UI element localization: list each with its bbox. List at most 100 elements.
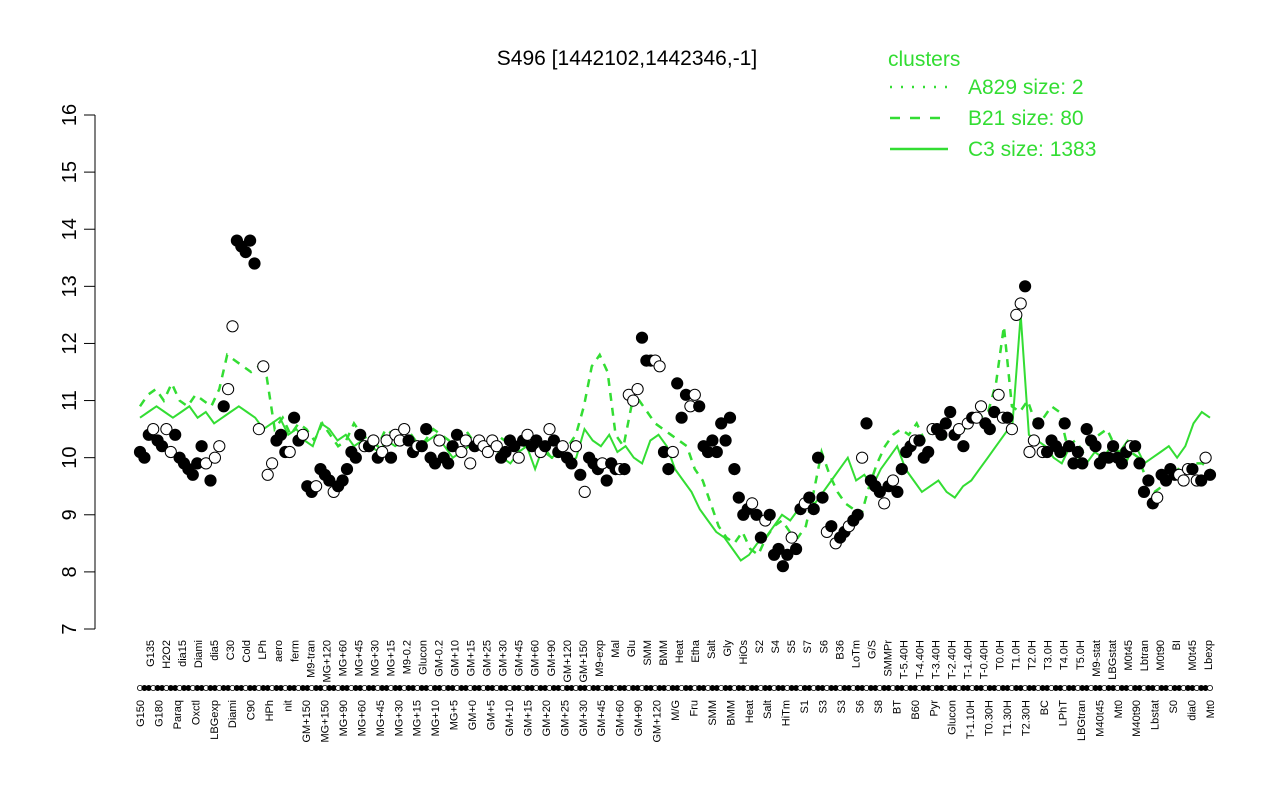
x-tick-label-lower: BT: [891, 700, 903, 714]
data-point: [274, 428, 287, 441]
data-point: [340, 463, 354, 476]
data-point: [746, 497, 759, 510]
data-point: [878, 497, 891, 510]
x-tick-label-lower: Mt0: [1113, 700, 1125, 718]
x-tick-label-upper: aero: [273, 640, 285, 662]
x-tick-label-lower: M40t90: [1131, 700, 1143, 737]
x-tick-label-lower: SMM: [707, 700, 719, 726]
data-point: [195, 440, 208, 453]
x-tick-label-upper: LPh: [257, 640, 269, 660]
data-point: [719, 434, 732, 447]
data-point: [1023, 445, 1036, 459]
x-tick-label-lower: MG+30: [393, 700, 405, 736]
x-tick-label-lower: Diami: [227, 700, 239, 728]
x-tick-label-lower: Heat: [744, 700, 756, 723]
data-point: [873, 485, 886, 498]
data-point: [508, 440, 521, 453]
x-tick-label-upper: T2.0H: [1027, 640, 1039, 670]
x-tick-label-lower: BMM: [725, 700, 737, 726]
y-tick-label: 9: [59, 509, 81, 520]
x-tick-label-lower: Salt: [762, 700, 774, 719]
x-axis: G135 H2O2 dia15 Diami dia5 C30 Cold LPh aero ferm…: [135, 639, 1217, 742]
x-tick-label-upper: Heat: [674, 640, 686, 663]
x-tick-label-upper: dia15: [177, 640, 189, 667]
x-tick-label-upper: T0.0H: [995, 640, 1007, 670]
x-tick-label-upper: Lbexp: [1203, 640, 1215, 670]
x-tick-label-upper: LBGstat: [1107, 640, 1119, 680]
data-point: [983, 423, 996, 436]
x-tick-label-lower: dia0: [1187, 700, 1199, 721]
data-point: [226, 320, 239, 333]
x-tick-label-upper: GM-0.2: [434, 640, 446, 677]
data-point: [913, 434, 926, 447]
x-tick-label-upper: B36: [834, 640, 846, 660]
data-point: [499, 445, 512, 459]
x-tick-label-upper: GM+25: [482, 640, 494, 676]
data-point: [1195, 474, 1208, 487]
data-point: [547, 434, 561, 447]
data-point: [446, 440, 459, 453]
x-tick-label-lower: GM+15: [522, 700, 534, 736]
data-point: [922, 445, 935, 459]
data-point: [1107, 440, 1120, 453]
x-tick-label-upper: dia5: [209, 640, 221, 661]
data-point: [428, 457, 442, 470]
x-tick-label-lower: S6: [854, 700, 866, 713]
x-tick-label-upper: S6: [818, 640, 830, 653]
data-point: [856, 451, 869, 464]
x-tick-label-upper: M9-tran: [305, 640, 317, 678]
data-point: [323, 474, 336, 487]
x-tick-label-upper: M0t45: [1123, 640, 1135, 671]
data-point: [1001, 411, 1014, 424]
x-tick-label-upper: HiOs: [738, 640, 750, 665]
data-point: [213, 440, 226, 453]
data-point: [433, 434, 446, 447]
x-tick-label-upper: BI: [1171, 640, 1183, 650]
x-tick-label-upper: Glu: [626, 640, 638, 657]
x-tick-label-lower: T1.30H: [1002, 700, 1014, 736]
legend-title: clusters: [888, 48, 960, 71]
x-tick-label-lower: M/G: [670, 700, 682, 721]
x-tick-label-upper: S7: [802, 640, 814, 653]
data-point: [776, 560, 790, 573]
x-tick-label-upper: MG+30: [369, 640, 381, 676]
data-point: [600, 474, 613, 487]
data-point: [706, 434, 719, 447]
chart-title: S496 [1442102,1442346,-1]: [497, 47, 757, 70]
data-point: [1137, 485, 1151, 498]
data-point: [459, 434, 472, 447]
legend: clusters A829 size: 2 B21 size: 80 C3 size…: [888, 48, 1096, 161]
data-point: [627, 394, 640, 407]
x-tick-label-lower: GM+10: [504, 700, 516, 736]
x-tick-label-upper: Etha: [690, 639, 702, 663]
data-point: [1005, 423, 1019, 436]
x-tick-label-upper: Diami: [193, 640, 205, 668]
x-tick-label-lower: GM+0: [467, 700, 479, 730]
data-point: [380, 434, 393, 447]
x-tick-label-lower: S1: [799, 700, 811, 713]
data-point: [442, 457, 455, 470]
x-tick-label-lower: LPhT: [1057, 700, 1069, 727]
data-point: [354, 428, 367, 441]
data-point: [512, 451, 525, 464]
data-point: [1058, 417, 1071, 430]
data-point: [939, 417, 952, 430]
data-point: [164, 445, 177, 459]
data-point: [204, 474, 217, 487]
x-tick-label-lower: Pyr: [928, 700, 940, 717]
x-tick-label-upper: Lbtran: [1139, 640, 1151, 671]
data-point: [781, 548, 794, 561]
data-point: [666, 445, 679, 459]
x-tick-label-upper: SMM: [642, 640, 654, 666]
x-tick-label-lower: Lbstat: [1150, 700, 1162, 730]
data-point: [1063, 440, 1076, 453]
data-point: [825, 520, 838, 533]
data-point: [1133, 457, 1146, 470]
x-axis-dot: [1207, 685, 1214, 692]
data-point: [455, 445, 468, 459]
data-point: [710, 445, 723, 459]
data-point: [851, 508, 864, 521]
x-tick-label-upper: LoTm: [850, 640, 862, 668]
x-tick-label-upper: H2O2: [161, 640, 173, 669]
